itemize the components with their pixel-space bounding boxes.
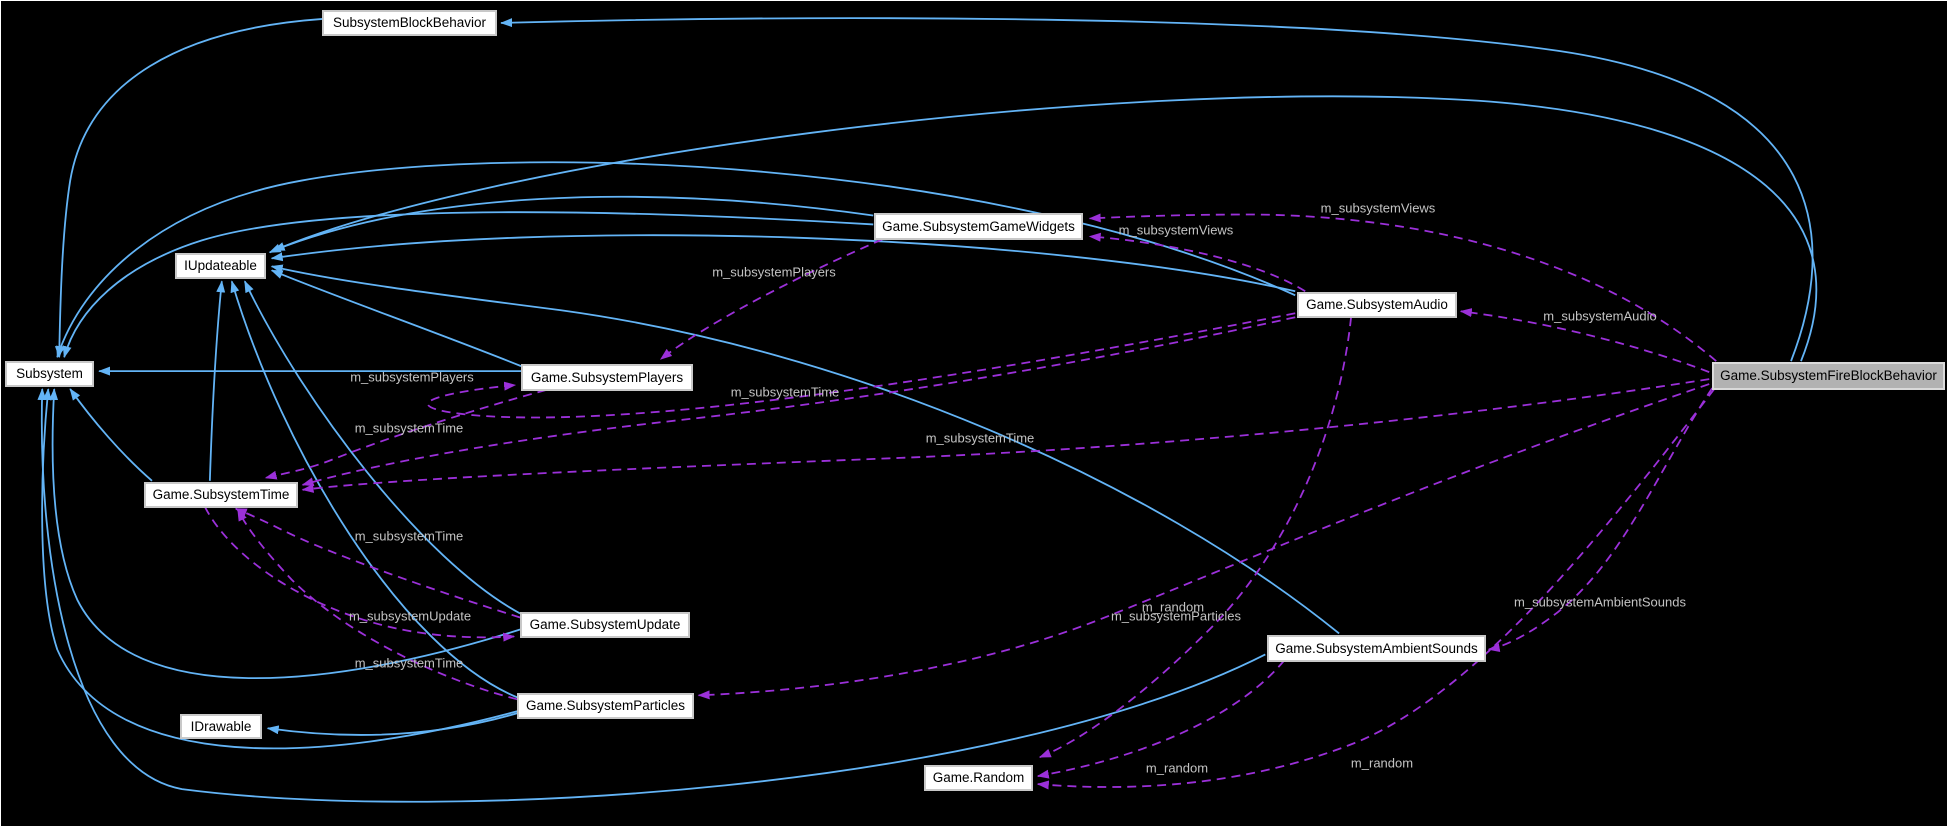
edge-particles-to-idrawable — [266, 712, 518, 736]
node-game-widgets[interactable]: Game.SubsystemGameWidgets — [874, 213, 1083, 240]
edge-update-to-subsystem — [49, 388, 521, 680]
edge-particles-to-iupdateable — [230, 280, 518, 699]
node-players[interactable]: Game.SubsystemPlayers — [521, 364, 693, 391]
edge-ambient-sounds-to-subsystem — [37, 388, 1266, 803]
edge-fire-block-behavior-to-particles — [697, 383, 1710, 700]
edge-time-to-update — [204, 506, 516, 642]
edge-fire-block-behavior-to-time — [301, 378, 1710, 493]
edge-audio-to-iupdateable — [270, 234, 1296, 293]
node-idrawable[interactable]: IDrawable — [180, 714, 262, 739]
edge-fire-block-behavior-to-audio — [1459, 308, 1710, 373]
edge-audio-to-game-widgets — [1088, 232, 1306, 293]
edge-fire-block-behavior-to-subsystem-block-behavior — [500, 17, 1814, 362]
edge-ambient-sounds-to-random — [1036, 659, 1285, 779]
edge-update-to-iupdateable — [243, 280, 521, 615]
node-time[interactable]: Game.SubsystemTime — [144, 482, 298, 508]
node-particles[interactable]: Game.SubsystemParticles — [517, 693, 694, 719]
node-update[interactable]: Game.SubsystemUpdate — [520, 612, 690, 638]
edge-game-widgets-to-subsystem — [62, 211, 874, 359]
edge-particles-to-subsystem — [41, 388, 518, 750]
edge-time-to-iupdateable — [208, 280, 226, 481]
node-subsystem[interactable]: Subsystem — [5, 361, 94, 387]
node-fire-block-behavior[interactable]: Game.SubsystemFireBlockBehavior — [1712, 362, 1945, 390]
edge-players-to-iupdateable — [270, 269, 522, 367]
edge-ambient-sounds-to-iupdateable — [270, 264, 1340, 635]
edge-fire-block-behavior-to-iupdateable — [268, 95, 1818, 362]
edge-audio-to-time — [301, 316, 1296, 487]
node-ambient-sounds[interactable]: Game.SubsystemAmbientSounds — [1267, 635, 1486, 662]
node-audio[interactable]: Game.SubsystemAudio — [1297, 292, 1457, 318]
edge-update-to-time — [234, 507, 521, 619]
node-random[interactable]: Game.Random — [924, 765, 1033, 791]
edge-audio-to-random — [1038, 317, 1352, 759]
edge-audio-to-players — [427, 312, 1296, 419]
edge-particles-to-time — [236, 508, 518, 701]
edge-game-widgets-to-iupdateable — [272, 195, 874, 252]
edge-players-to-time — [264, 389, 547, 480]
edge-fire-block-behavior-to-game-widgets — [1088, 213, 1717, 362]
edge-subsystem-block-behavior-to-subsystem — [54, 18, 323, 359]
edge-time-to-subsystem — [69, 388, 153, 482]
node-iupdateable[interactable]: IUpdateable — [175, 253, 266, 279]
edge-fire-block-behavior-to-ambient-sounds — [1487, 387, 1713, 653]
node-subsystem-block-behavior[interactable]: SubsystemBlockBehavior — [322, 10, 497, 36]
edge-fire-block-behavior-to-random — [1036, 388, 1715, 790]
edge-game-widgets-to-players — [659, 238, 883, 360]
